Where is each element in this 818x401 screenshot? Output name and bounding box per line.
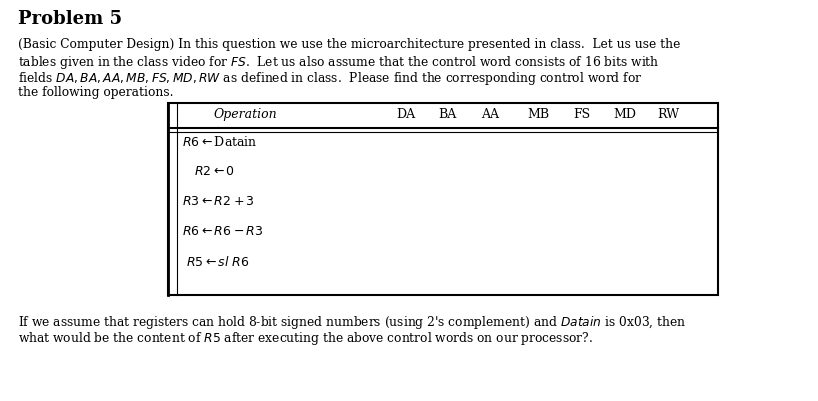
Text: $R3 \leftarrow R2 + 3$: $R3 \leftarrow R2 + 3$ <box>182 195 255 208</box>
Text: FS: FS <box>573 108 591 121</box>
Text: $R5 \leftarrow sl\; R6$: $R5 \leftarrow sl\; R6$ <box>186 255 249 269</box>
Text: $R6 \leftarrow R6 - R3$: $R6 \leftarrow R6 - R3$ <box>182 225 263 238</box>
Text: MB: MB <box>527 108 549 121</box>
Text: $R6 \leftarrow$Datain: $R6 \leftarrow$Datain <box>182 135 258 149</box>
Bar <box>168 103 718 295</box>
Text: Problem 5: Problem 5 <box>18 10 122 28</box>
Text: BA: BA <box>438 108 456 121</box>
Text: (Basic Computer Design) In this question we use the microarchitecture presented : (Basic Computer Design) In this question… <box>18 38 681 51</box>
Text: $R2 \leftarrow 0$: $R2 \leftarrow 0$ <box>194 165 235 178</box>
Text: RW: RW <box>657 108 679 121</box>
Text: tables given in the class video for $\mathit{FS}$.  Let us also assume that the : tables given in the class video for $\ma… <box>18 54 659 71</box>
Text: DA: DA <box>397 108 416 121</box>
Text: MD: MD <box>614 108 636 121</box>
Text: Operation: Operation <box>213 108 276 121</box>
Text: If we assume that registers can hold 8-bit signed numbers (using 2's complement): If we assume that registers can hold 8-b… <box>18 314 686 331</box>
Text: the following operations.: the following operations. <box>18 86 173 99</box>
Text: fields $\mathit{DA}, \mathit{BA}, \mathit{AA}, \mathit{MB}, \mathit{FS}, \mathit: fields $\mathit{DA}, \mathit{BA}, \mathi… <box>18 70 642 87</box>
Text: what would be the content of $R5$ after executing the above control words on our: what would be the content of $R5$ after … <box>18 330 593 347</box>
Text: AA: AA <box>481 108 499 121</box>
